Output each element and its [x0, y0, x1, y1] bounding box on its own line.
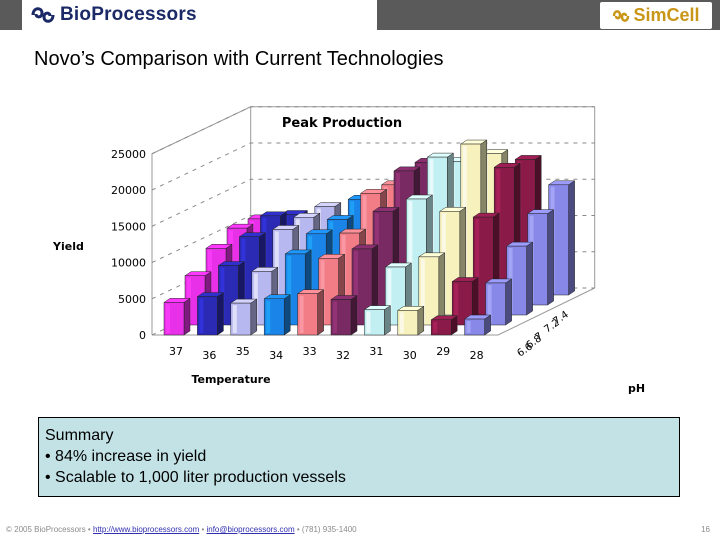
page-number: 16 [701, 525, 710, 534]
x-axis-label: Temperature [191, 373, 270, 386]
bar-highlight [266, 300, 271, 333]
x-tick-label: 31 [369, 345, 383, 358]
bar-highlight [399, 312, 404, 333]
bar-highlight [366, 311, 371, 333]
x-tick-label: 36 [202, 349, 216, 362]
bioprocessors-logo-icon [31, 7, 55, 23]
z-axis-label: pH [628, 382, 645, 395]
x-tick-label: 29 [436, 345, 450, 358]
peak-production-chart: 25000 20000 15000 10000 5000 0 37 36 35 34 33 32 31 3… [0, 95, 720, 405]
bar-side [384, 305, 391, 336]
y-tick-label: 0 [139, 329, 146, 342]
bar-highlight [420, 258, 425, 323]
bar-side [217, 292, 224, 336]
bar-highlight [475, 219, 480, 313]
bar-highlight [333, 301, 337, 333]
bioprocessors-logo[interactable]: BioProcessors [22, 0, 377, 30]
footer: © 2005 BioProcessors • http://www.biopro… [6, 525, 357, 534]
bioprocessors-logo-text: BioProcessors [60, 4, 197, 25]
x-tick-label: 34 [269, 349, 283, 362]
bar-highlight [433, 321, 438, 333]
x-tick-label: 32 [336, 349, 350, 362]
bar-side [250, 298, 258, 336]
gridline [151, 178, 595, 227]
y-tick-label: 15000 [111, 220, 146, 233]
gridline [151, 215, 595, 263]
bar-side [547, 209, 554, 306]
x-tick-label: 30 [403, 349, 417, 362]
bar-side [505, 278, 512, 326]
z-tick-label: 7 [533, 331, 545, 344]
bar-highlight [466, 321, 471, 333]
bar-side [568, 180, 575, 296]
bar-side [526, 241, 533, 316]
bar-highlight [487, 284, 492, 323]
y-tick-label: 25000 [111, 148, 146, 161]
bar-highlight [232, 305, 237, 333]
footer-separator: • [199, 525, 207, 534]
summary-bullet-1: • 84% increase in yield [45, 448, 207, 465]
bar-highlight [166, 304, 170, 333]
chart-title: Peak Production [282, 116, 402, 131]
gridline [151, 142, 595, 191]
x-tick-label: 35 [236, 345, 250, 358]
y-tick-label: 10000 [111, 257, 146, 270]
footer-phone: • (781) 935-1400 [294, 525, 357, 534]
x-tick-label: 28 [470, 349, 484, 362]
bar-highlight [199, 298, 204, 333]
y-axis-label: Yield [52, 240, 84, 253]
chart-canvas: 25000 20000 15000 10000 5000 0 37 36 35 34 33 32 31 3… [52, 106, 645, 395]
footer-email-link[interactable]: info@bioprocessors.com [206, 525, 295, 534]
footer-website-link[interactable]: http://www.bioprocessors.com [92, 525, 200, 534]
simcell-logo[interactable]: SimCell [600, 2, 712, 29]
x-tick-label: 37 [169, 345, 183, 358]
bar-highlight [287, 255, 292, 323]
bar-side [417, 305, 425, 336]
chart-floor-edge [497, 287, 595, 336]
bar-side [283, 294, 291, 336]
slide-title: Novo’s Comparison with Current Technolog… [34, 48, 444, 70]
summary-bullet-2: • Scalable to 1,000 liter production ves… [45, 469, 346, 486]
header-bar: BioProcessors SimCell [0, 0, 720, 30]
bar-side [183, 297, 191, 336]
bar-side [317, 289, 324, 336]
bar-highlight [253, 273, 258, 323]
y-tick-label: 20000 [111, 184, 146, 197]
summary-heading: Summary [45, 427, 114, 444]
gridline [151, 106, 595, 155]
y-tick-label: 5000 [118, 293, 146, 306]
bar-highlight [354, 250, 358, 323]
bar-highlight [454, 283, 459, 323]
bar-side [438, 252, 446, 326]
bar-highlight [408, 201, 413, 313]
bar-side [350, 295, 358, 336]
summary-box: Summary • 84% increase in yield • Scalab… [38, 417, 680, 497]
bar-highlight [299, 295, 304, 333]
footer-copyright: © 2005 BioProcessors • [6, 525, 93, 534]
simcell-logo-text: SimCell [633, 5, 700, 25]
bar-highlight [387, 269, 392, 323]
simcell-logo-icon [613, 9, 630, 22]
x-tick-label: 33 [303, 345, 317, 358]
